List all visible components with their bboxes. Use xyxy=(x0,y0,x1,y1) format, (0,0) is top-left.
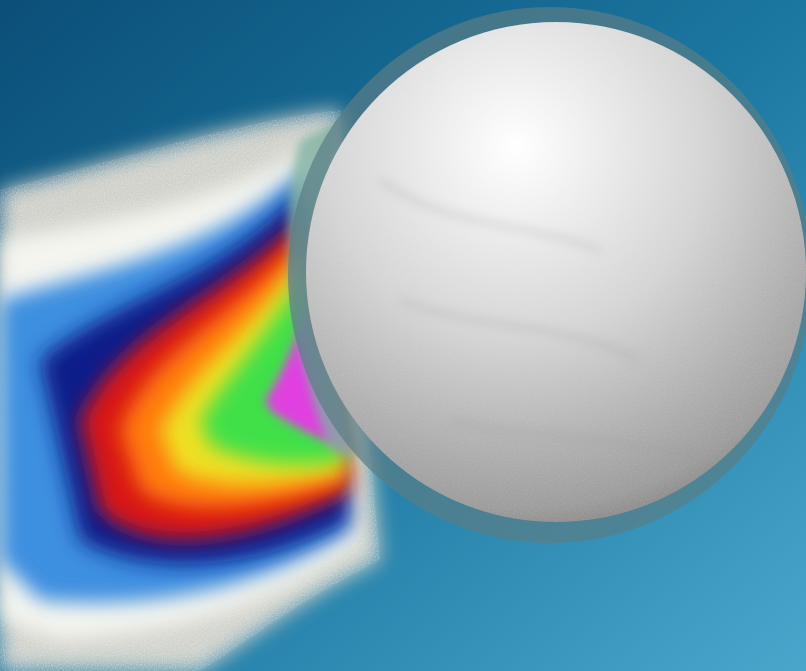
moon xyxy=(288,7,806,543)
plume xyxy=(0,110,380,671)
